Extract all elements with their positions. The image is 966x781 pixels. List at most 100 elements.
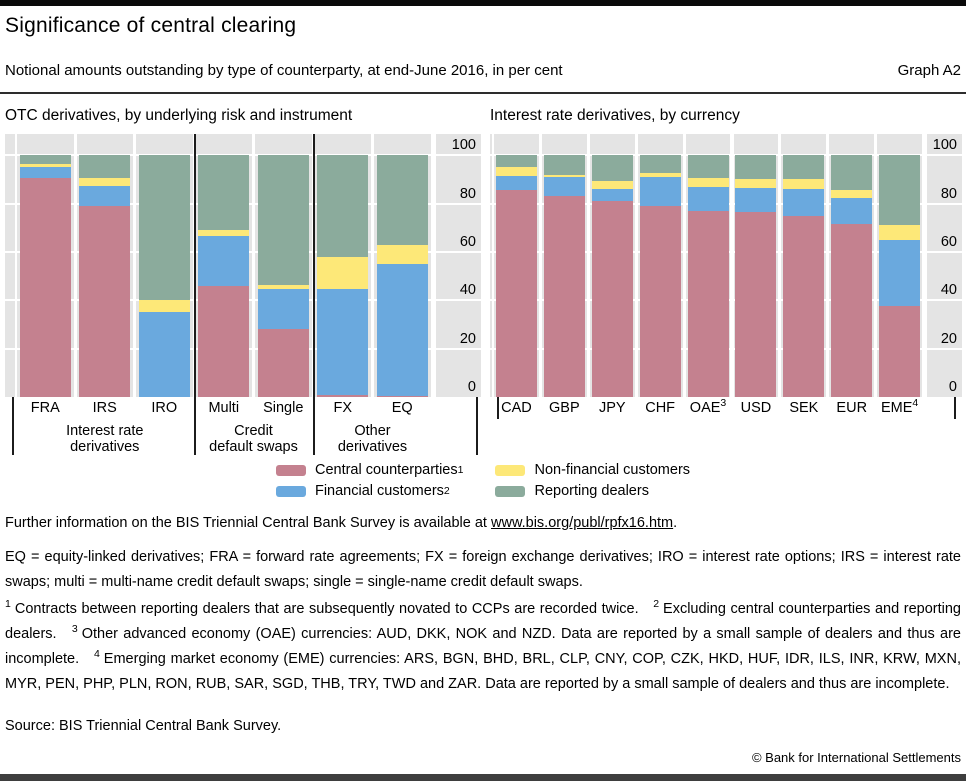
panel-title-left: OTC derivatives, by underlying risk and … <box>5 107 353 124</box>
segment-non-financial-customers <box>879 225 921 240</box>
segment-financial-customers <box>376 264 428 396</box>
legend-swatch <box>275 485 306 497</box>
legend-item: Reporting dealers <box>495 483 690 499</box>
bottom-rule <box>0 774 966 781</box>
plot-area-left: 0 20 40 60 80 100 <box>5 134 481 397</box>
category-label: IRS <box>92 400 117 416</box>
segment-financial-customers <box>138 312 190 397</box>
segment-non-financial-customers <box>591 180 633 190</box>
survey-link[interactable]: www.bis.org/publ/rpfx16.htm <box>491 515 674 531</box>
segment-reporting-dealers <box>591 155 633 181</box>
header-rule <box>0 92 966 94</box>
segment-central-counterparties <box>376 395 428 397</box>
segment-financial-customers <box>783 189 825 216</box>
footnote-text: Excluding central counterparties and rep… <box>5 601 961 642</box>
segment-central-counterparties <box>783 215 825 397</box>
axis-tick <box>954 397 956 419</box>
category-label: Single <box>263 400 304 416</box>
segment-non-financial-customers <box>317 256 369 290</box>
bar-usd <box>735 155 777 397</box>
chart-legend: Central counterparties 1 Non-financial cus… <box>0 462 966 499</box>
segment-financial-customers <box>735 187 777 213</box>
panel-title-right: Interest rate derivatives, by currency <box>490 107 740 124</box>
segment-central-counterparties <box>79 206 131 397</box>
bar-sek <box>783 155 825 397</box>
segment-financial-customers <box>591 189 633 202</box>
legend-label: Central counterparties <box>314 462 458 478</box>
legend-item: Financial customers 2 <box>275 483 464 499</box>
bar-fra <box>19 155 71 397</box>
segment-reporting-dealers <box>831 155 873 191</box>
legend-item: Non-financial customers <box>495 462 690 478</box>
y-axis-label: 60 <box>459 233 476 250</box>
category-label: IRO <box>151 400 178 416</box>
segment-financial-customers <box>257 289 309 330</box>
segment-reporting-dealers <box>376 155 428 245</box>
footnotes-paragraph: 1 Contracts between reporting dealers tha… <box>5 597 961 697</box>
category-label: JPY <box>598 400 626 416</box>
axis-tick <box>476 397 478 455</box>
bar-cad <box>495 155 537 397</box>
segment-reporting-dealers <box>317 155 369 257</box>
bar-multi <box>198 155 250 397</box>
category-axis-right: CAD GBP JPY CHF OAE3 USD SEK EUR EME4 <box>490 397 962 420</box>
footnote-marker: 2 <box>653 598 660 610</box>
category-label: EQ <box>391 400 413 416</box>
bar-chf <box>639 155 681 397</box>
segment-financial-customers <box>19 167 71 179</box>
footnote-text: Other advanced economy (OAE) currencies:… <box>5 626 961 667</box>
page-title: Significance of central clearing <box>5 14 297 37</box>
footnote-text: Emerging market economy (EME) currencies… <box>5 651 961 692</box>
subtitle: Notional amounts outstanding by type of … <box>5 62 563 79</box>
legend-label: Reporting dealers <box>534 483 649 499</box>
top-rule <box>0 0 966 6</box>
source-line: Source: BIS Triennial Central Bank Surve… <box>5 718 282 734</box>
category-label: EUR <box>836 400 868 416</box>
segment-central-counterparties <box>735 212 777 397</box>
segment-non-financial-customers <box>495 167 537 176</box>
y-axis-label: 40 <box>459 282 476 299</box>
bar-oae <box>687 155 729 397</box>
footnote-marker: 1 <box>5 598 11 610</box>
segment-reporting-dealers <box>639 155 681 174</box>
segment-reporting-dealers <box>257 155 309 285</box>
segment-reporting-dealers <box>19 155 71 164</box>
segment-non-financial-customers <box>543 174 585 178</box>
segment-central-counterparties <box>495 190 537 397</box>
axis-tick <box>497 397 499 419</box>
y-axis-column <box>435 134 481 397</box>
bar-jpy <box>591 155 633 397</box>
bar-irs <box>79 155 131 397</box>
bar-eq <box>376 155 428 397</box>
category-label: FX <box>333 400 353 416</box>
segment-central-counterparties <box>198 285 250 397</box>
segment-reporting-dealers <box>79 155 131 179</box>
group-divider <box>312 134 315 397</box>
segment-non-financial-customers <box>376 244 428 265</box>
segment-financial-customers <box>639 177 681 207</box>
panel-otc-derivatives: OTC derivatives, by underlying risk and … <box>5 105 481 457</box>
segment-financial-customers <box>879 239 921 307</box>
further-info: Further information on the BIS Triennial… <box>5 515 961 531</box>
group-axis-left: Interest rate derivatives Credit default sw… <box>5 423 481 459</box>
category-sup: 3 <box>720 397 727 409</box>
y-axis-label: 40 <box>940 282 957 299</box>
segment-financial-customers <box>543 177 585 197</box>
group-label: Interest rate derivatives <box>66 423 144 455</box>
segment-non-financial-customers <box>783 179 825 190</box>
legend-label: Non-financial customers <box>534 462 691 478</box>
segment-financial-customers <box>198 236 250 286</box>
segment-financial-customers <box>495 175 537 191</box>
category-axis-left: FRA IRS IRO Multi Single FX EQ <box>5 400 481 420</box>
segment-reporting-dealers <box>879 155 921 226</box>
category-label: EME4 <box>881 397 919 416</box>
category-label: CHF <box>645 400 676 416</box>
axis-tick <box>193 397 196 455</box>
segment-non-financial-customers <box>138 300 190 313</box>
segment-central-counterparties <box>687 210 729 397</box>
category-label: SEK <box>789 400 819 416</box>
y-axis-label: 0 <box>467 379 476 395</box>
axis-tick <box>12 397 14 455</box>
segment-financial-customers <box>79 185 131 207</box>
